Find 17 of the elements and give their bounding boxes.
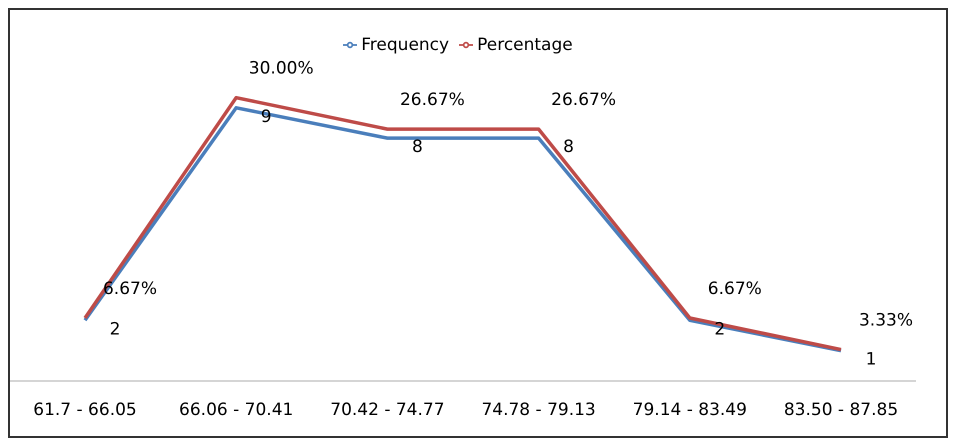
data-label: 26.67%	[400, 90, 465, 110]
data-label: 8	[563, 137, 574, 158]
data-label: 2	[110, 319, 120, 340]
data-label: 3.33%	[858, 310, 914, 331]
x-tick-label: 74.78 - 79.13	[481, 400, 596, 420]
data-label: 6.67%	[708, 279, 762, 300]
legend-label: Frequency	[361, 35, 450, 55]
x-tick-label: 79.14 - 83.49	[632, 400, 747, 420]
data-label: 26.67%	[551, 90, 616, 110]
data-label: 30.00%	[248, 58, 314, 79]
data-label: 8	[412, 137, 423, 158]
data-label: 1	[866, 350, 876, 370]
x-tick-label: 66.06 - 70.41	[179, 400, 294, 420]
x-tick-label: 70.42 - 74.77	[330, 400, 445, 420]
legend-label: Percentage	[477, 35, 573, 55]
x-tick-label: 83.50 - 87.85	[784, 400, 898, 420]
x-tick-label: 61.7 - 66.05	[33, 400, 137, 420]
